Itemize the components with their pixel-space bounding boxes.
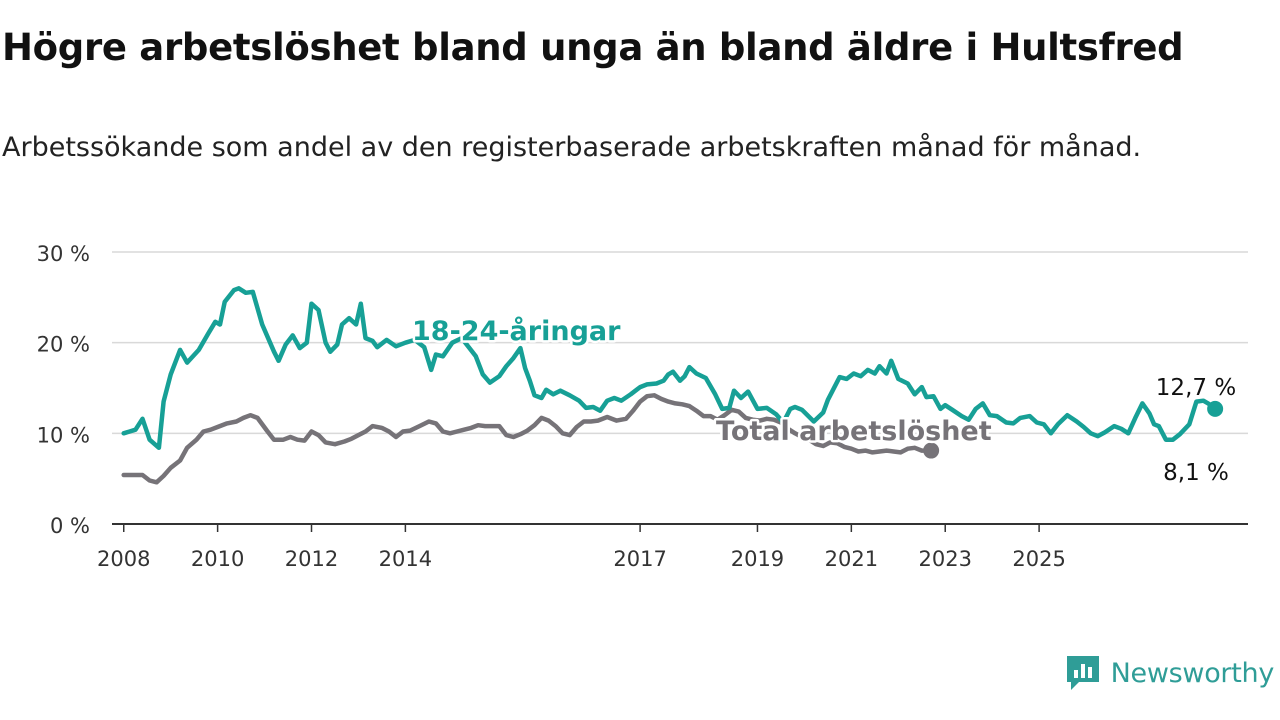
chart-subtitle: Arbetssökande som andel av den registerb… [2, 132, 1142, 163]
series-line-1 [121, 393, 934, 485]
line-chart: 0 % 10 % 20 % 30 % 2008 2010 2012 2014 2017 2019… [37, 242, 1248, 571]
series-end-label: 12,7 % [1156, 375, 1236, 401]
y-axis-ticks: 0 % 10 % 20 % 30 % [37, 242, 90, 538]
series-name-label: 18-24-åringar [412, 315, 621, 347]
chart-title: Högre arbetslöshet bland unga än bland ä… [2, 26, 1184, 69]
y-tick-label: 20 % [37, 333, 90, 357]
x-tick-label: 2023 [918, 547, 971, 571]
series-labels: 18-24-åringar Total arbetslöshet 12,7 % 8,1… [410, 313, 1239, 489]
y-tick-label: 0 % [50, 514, 90, 538]
grid-lines [112, 251, 1248, 435]
x-tick-label: 2021 [825, 547, 878, 571]
newsworthy-logo-icon [1066, 656, 1099, 690]
x-tick-label: 2012 [285, 547, 338, 571]
series-end-point [1207, 400, 1224, 417]
series-name-label: Total arbetslöshet [716, 416, 992, 447]
brand-name: Newsworthy [1110, 657, 1275, 689]
y-tick-label: 10 % [37, 423, 90, 447]
x-tick-label: 2017 [613, 547, 666, 571]
series-line-0 [121, 286, 1218, 451]
x-tick-label: 2014 [379, 547, 432, 571]
series-end-label: 8,1 % [1163, 460, 1229, 486]
y-tick-label: 30 % [37, 242, 90, 266]
x-tick-label: 2025 [1012, 547, 1065, 571]
series-lines [121, 286, 1224, 485]
x-tick-label: 2019 [731, 547, 784, 571]
x-tick-label: 2010 [191, 547, 244, 571]
brand-logo: Newsworthy [1065, 652, 1274, 694]
x-axis: 2008 2010 2012 2014 2017 2019 2021 2023 2025 [97, 523, 1248, 571]
x-tick-label: 2008 [97, 547, 150, 571]
series-end-point [923, 442, 940, 459]
